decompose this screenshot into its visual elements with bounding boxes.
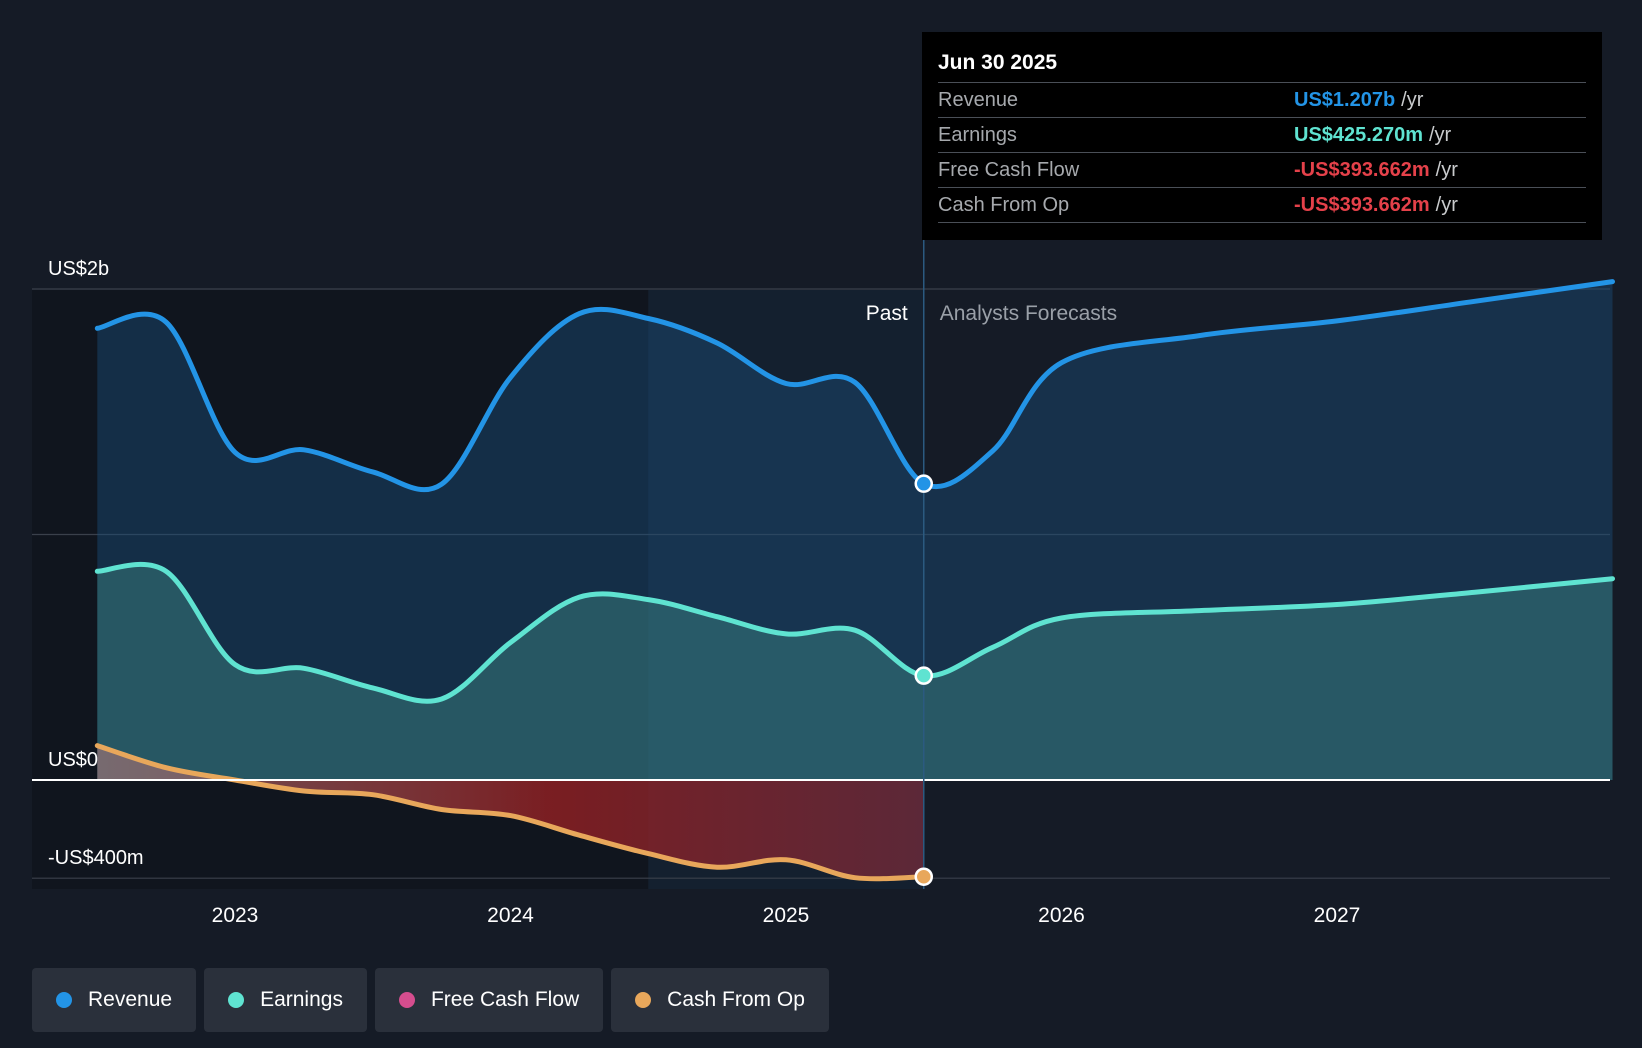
earnings-area xyxy=(97,564,1613,780)
legend-label: Revenue xyxy=(88,988,173,1011)
tooltip-value: US$1.207b xyxy=(1294,89,1396,111)
tooltip-value: US$425.270m xyxy=(1294,124,1423,146)
revenue-line xyxy=(94,279,1615,493)
tooltip-row-cash-from-op: Cash From Op -US$393.662m /yr xyxy=(938,187,1586,223)
y-axis-label: -US$400m xyxy=(48,847,144,869)
legend: Revenue Earnings Free Cash Flow Cash Fro… xyxy=(32,968,829,1032)
x-axis-label: 2027 xyxy=(1314,904,1361,927)
tooltip-unit: /yr xyxy=(1435,159,1458,181)
legend-label: Earnings xyxy=(260,988,343,1011)
legend-label: Free Cash Flow xyxy=(430,988,580,1011)
tooltip-label: Earnings xyxy=(938,124,1017,146)
legend-item-revenue[interactable]: Revenue xyxy=(32,968,197,1032)
legend-item-earnings[interactable]: Earnings xyxy=(204,968,367,1032)
revenue-marker xyxy=(914,474,933,493)
tooltip: Jun 30 2025 Revenue US$1.207b /yr Earnin… xyxy=(922,32,1602,240)
legend-label: Cash From Op xyxy=(667,988,805,1011)
earnings-marker xyxy=(914,666,933,685)
tooltip-unit: /yr xyxy=(1428,124,1452,146)
tooltip-unit: /yr xyxy=(1401,89,1424,111)
x-axis-label: 2023 xyxy=(212,904,259,927)
tooltip-date: Jun 30 2025 xyxy=(938,51,1058,74)
tooltip-row-earnings: Earnings US$425.270m /yr xyxy=(938,117,1586,152)
revenue-area xyxy=(97,281,1613,780)
legend-item-cash-from-op[interactable]: Cash From Op xyxy=(611,968,829,1032)
y-axis-label: US$0 xyxy=(48,749,98,771)
tooltip-label: Cash From Op xyxy=(938,194,1070,216)
forecast-label: Analysts Forecasts xyxy=(940,302,1117,325)
tooltip-label: Free Cash Flow xyxy=(938,159,1080,181)
free-cash-flow-area xyxy=(97,745,924,879)
x-axis-label: 2026 xyxy=(1038,904,1085,927)
tooltip-value: -US$393.662m xyxy=(1294,159,1430,181)
tooltip-value: -US$393.662m xyxy=(1294,194,1430,216)
past-label: Past xyxy=(866,302,908,325)
free-cash-flow-dot-icon xyxy=(398,992,415,1008)
earnings-dot-icon xyxy=(228,992,245,1008)
tooltip-row-free-cash-flow: Free Cash Flow -US$393.662m /yr xyxy=(938,152,1586,187)
x-axis-label: 2024 xyxy=(487,904,534,927)
tooltip-label: Revenue xyxy=(938,89,1019,111)
y-axis-label: US$2b xyxy=(48,258,109,280)
cash-from-op-dot-icon xyxy=(635,992,652,1008)
tooltip-unit: /yr xyxy=(1435,194,1458,216)
x-axis-label: 2025 xyxy=(763,904,810,927)
revenue-dot-icon xyxy=(56,992,72,1008)
legend-item-free-cash-flow[interactable]: Free Cash Flow xyxy=(374,968,604,1032)
earnings-line xyxy=(94,561,1615,704)
tooltip-row-revenue: Revenue US$1.207b /yr xyxy=(938,82,1586,117)
cash-from-op-marker xyxy=(914,867,933,886)
